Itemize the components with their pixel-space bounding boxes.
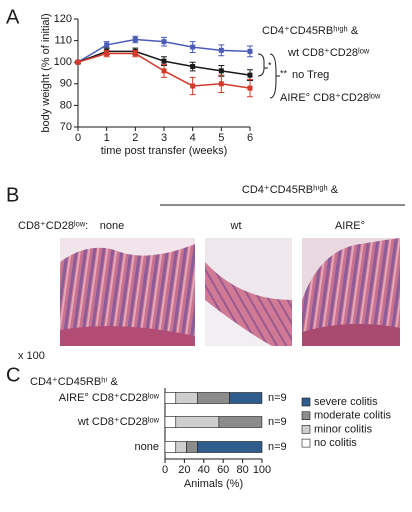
- n-label: n=9: [268, 416, 287, 428]
- x-axis-label: time post transfer (weeks): [101, 145, 228, 157]
- bar-segment: [175, 441, 187, 453]
- legend-swatch: [301, 411, 311, 421]
- marker: [161, 58, 167, 64]
- bar-segment: [186, 441, 198, 453]
- category-label: none: [135, 441, 159, 453]
- significance: **: [280, 68, 288, 78]
- annotation: CD4⁺CD45RBʰⁱᵍʰ &: [262, 25, 359, 37]
- legend-label: severe colitis: [314, 396, 378, 408]
- marker: [218, 47, 224, 53]
- x-tick-label: 2: [132, 132, 138, 144]
- x-tick-label: 100: [253, 464, 271, 476]
- panel-label: B: [6, 184, 19, 206]
- column-label: AIRE°: [335, 220, 365, 232]
- marker: [190, 83, 196, 89]
- panel-label: C: [6, 364, 20, 386]
- y-tick-label: 100: [54, 56, 72, 68]
- bar-segment: [218, 416, 263, 428]
- marker: [75, 59, 81, 65]
- x-tick-label: 80: [236, 464, 248, 476]
- bar-segment: [164, 416, 177, 428]
- x-tick-label: 4: [190, 132, 196, 144]
- y-tick-label: 120: [54, 13, 72, 25]
- y-tick-label: 80: [60, 99, 72, 111]
- column-label: none: [100, 220, 124, 232]
- x-tick-label: 5: [218, 132, 224, 144]
- legend-label: no Treg: [292, 69, 329, 81]
- bar-segment: [197, 441, 263, 453]
- marker: [190, 44, 196, 50]
- histology-image: [205, 238, 292, 346]
- category-label: wt CD8⁺CD28ˡᵒʷ: [77, 416, 160, 428]
- bar-segment: [164, 392, 177, 404]
- marker: [218, 68, 224, 74]
- legend-label: moderate colitis: [314, 410, 392, 422]
- panel-label: A: [6, 6, 20, 28]
- marker: [247, 85, 253, 91]
- marker: [161, 39, 167, 45]
- bar-segment: [175, 392, 198, 404]
- legend-label: minor colitis: [314, 423, 373, 435]
- x-tick-label: 3: [161, 132, 167, 144]
- x-tick-label: 0: [162, 464, 168, 476]
- x-tick-label: 1: [104, 132, 110, 144]
- marker: [190, 64, 196, 70]
- y-tick-label: 90: [60, 78, 72, 90]
- bar-segment: [197, 392, 230, 404]
- legend-label: AIRE° CD8⁺CD28ˡᵒʷ: [280, 92, 381, 104]
- marker: [247, 72, 253, 78]
- x-tick-label: 60: [217, 464, 229, 476]
- legend-label: wt CD8⁺CD28ˡᵒʷ: [287, 47, 370, 59]
- bar-segment: [229, 392, 263, 404]
- histology-image: [302, 238, 400, 346]
- y-axis-label: body weight (% of initial): [40, 13, 52, 132]
- marker: [132, 37, 138, 43]
- marker: [104, 51, 110, 57]
- marker: [132, 51, 138, 57]
- bracket: [257, 53, 268, 77]
- row-label: CD8⁺CD28ˡᵒʷ:: [18, 220, 88, 232]
- chart-title: CD4⁺CD45RBʰⁱ &: [30, 376, 118, 388]
- magnification: x 100: [18, 350, 45, 362]
- y-tick-label: 110: [54, 35, 72, 47]
- histology-image: [60, 238, 195, 346]
- x-tick-label: 40: [198, 464, 210, 476]
- x-tick-label: 6: [247, 132, 253, 144]
- marker: [161, 68, 167, 74]
- bar-segment: [175, 416, 220, 428]
- legend-swatch: [301, 438, 311, 448]
- bracket: [269, 53, 280, 99]
- x-tick-label: 0: [75, 132, 81, 144]
- x-tick-label: 20: [178, 464, 190, 476]
- legend-swatch: [301, 397, 311, 407]
- n-label: n=9: [268, 441, 287, 453]
- x-axis-label: Animals (%): [184, 478, 243, 490]
- legend-label: no colitis: [314, 437, 357, 449]
- marker: [247, 48, 253, 54]
- n-label: n=9: [268, 392, 287, 404]
- legend-swatch: [301, 425, 311, 434]
- header: CD4⁺CD45RBʰⁱᵍʰ &: [242, 184, 339, 196]
- marker: [218, 81, 224, 87]
- significance: *: [268, 60, 272, 70]
- marker: [104, 42, 110, 48]
- column-label: wt: [230, 220, 242, 232]
- category-label: AIRE° CD8⁺CD28ˡᵒʷ: [59, 392, 160, 404]
- bar-segment: [164, 441, 177, 453]
- y-tick-label: 70: [60, 121, 72, 133]
